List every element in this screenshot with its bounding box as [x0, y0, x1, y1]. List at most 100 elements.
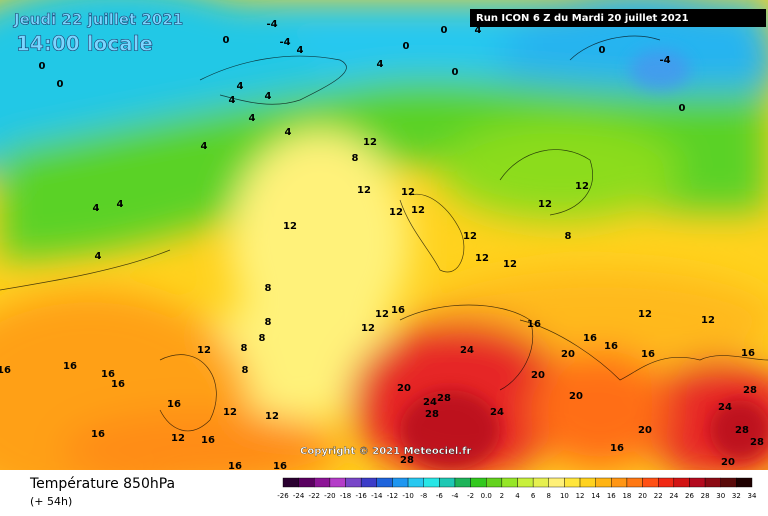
contour-label: 12 — [197, 345, 211, 356]
contour-label: 16 — [167, 399, 181, 410]
contour-label: 0 — [679, 103, 686, 114]
scale-label: 16 — [607, 492, 616, 500]
contour-label: 24 — [423, 397, 437, 408]
contour-label: 4 — [249, 113, 256, 124]
contour-label: 20 — [638, 425, 652, 436]
lead-time: (+ 54h) — [30, 495, 72, 508]
scale-swatch — [564, 477, 581, 488]
contour-label: 4 — [475, 25, 482, 36]
contour-label: 16 — [201, 435, 215, 446]
scale-swatch — [470, 477, 487, 488]
contour-label: 16 — [273, 461, 287, 472]
scale-label: -10 — [402, 492, 413, 500]
contour-label: 16 — [111, 379, 125, 390]
contour-label: 28 — [750, 437, 764, 448]
scale-label: 8 — [547, 492, 551, 500]
scale-swatch — [626, 477, 643, 488]
scale-label: -22 — [309, 492, 320, 500]
contour-label: 12 — [361, 323, 375, 334]
contour-label: 0 — [403, 41, 410, 52]
contour-label: 16 — [604, 341, 618, 352]
scale-label: 30 — [716, 492, 725, 500]
scale-swatch — [486, 477, 503, 488]
scale-swatch — [579, 477, 596, 488]
contour-label: 12 — [503, 259, 517, 270]
contour-label: 16 — [583, 333, 597, 344]
contour-label: 8 — [565, 231, 572, 242]
contour-label: 12 — [475, 253, 489, 264]
contour-label: 12 — [363, 137, 377, 148]
contour-label: 16 — [63, 361, 77, 372]
scale-label: -18 — [340, 492, 351, 500]
contour-label: 16 — [641, 349, 655, 360]
scale-swatch — [345, 477, 362, 488]
scale-label: 20 — [638, 492, 647, 500]
contour-label: 12 — [638, 309, 652, 320]
scale-swatch — [360, 477, 377, 488]
color-scale: -26 -24 -22 -20 -18 -16 -14 -12 -10 -8 -6 -4 -2 0.0 2 4… — [277, 477, 757, 500]
contour-label: 16 — [527, 319, 541, 330]
legend-strip — [0, 470, 768, 512]
scale-label: -24 — [293, 492, 305, 500]
contour-label: 12 — [389, 207, 403, 218]
scale-swatch — [282, 477, 299, 488]
scale-swatch — [736, 477, 753, 488]
scale-swatch — [689, 477, 706, 488]
scale-label: -26 — [277, 492, 289, 500]
scale-label: 12 — [576, 492, 585, 500]
scale-swatch — [392, 477, 409, 488]
scale-swatch — [611, 477, 628, 488]
scale-label: 6 — [531, 492, 536, 500]
contour-label: 16 — [101, 369, 115, 380]
contour-label: 8 — [259, 333, 266, 344]
scale-label: -20 — [324, 492, 335, 500]
scale-swatch — [376, 477, 393, 488]
scale-label: 2 — [500, 492, 504, 500]
contour-label: -4 — [659, 55, 670, 66]
scale-label: -2 — [467, 492, 474, 500]
contour-label: 12 — [538, 199, 552, 210]
contour-label: 16 — [0, 365, 11, 376]
scale-label: -14 — [371, 492, 383, 500]
contour-label: 16 — [741, 348, 755, 359]
contour-label: 4 — [201, 141, 208, 152]
scale-swatch — [423, 477, 440, 488]
scale-label: -12 — [387, 492, 398, 500]
scale-label: -6 — [436, 492, 444, 500]
scale-label: 28 — [701, 492, 710, 500]
contour-label: 4 — [377, 59, 384, 70]
contour-label: 24 — [460, 345, 474, 356]
contour-label: 12 — [171, 433, 185, 444]
contour-label: 4 — [93, 203, 100, 214]
contour-label: 0 — [223, 35, 230, 46]
contour-label: 28 — [425, 409, 439, 420]
contour-label: 12 — [463, 231, 477, 242]
contour-label: 0 — [39, 61, 46, 72]
run-box — [470, 9, 766, 27]
scale-swatch — [720, 477, 737, 488]
contour-label: 0 — [452, 67, 459, 78]
scale-swatch — [658, 477, 675, 488]
contour-label: 4 — [95, 251, 102, 262]
scale-swatch — [704, 477, 721, 488]
scale-label: 24 — [669, 492, 678, 500]
contour-label: 24 — [718, 402, 732, 413]
contour-label: 16 — [610, 443, 624, 454]
scale-label: -16 — [355, 492, 367, 500]
contour-label: 0 — [599, 45, 606, 56]
contour-label: 12 — [283, 221, 297, 232]
contour-label: 8 — [242, 365, 249, 376]
contour-label: -4 — [266, 19, 277, 30]
scale-swatch — [517, 477, 534, 488]
contour-label: 4 — [285, 127, 292, 138]
scale-label: 26 — [685, 492, 694, 500]
scale-swatch — [439, 477, 456, 488]
scale-swatch — [314, 477, 331, 488]
contour-label: 12 — [411, 205, 425, 216]
contour-label: 20 — [397, 383, 411, 394]
scale-label: 34 — [748, 492, 757, 500]
contour-label: 12 — [701, 315, 715, 326]
